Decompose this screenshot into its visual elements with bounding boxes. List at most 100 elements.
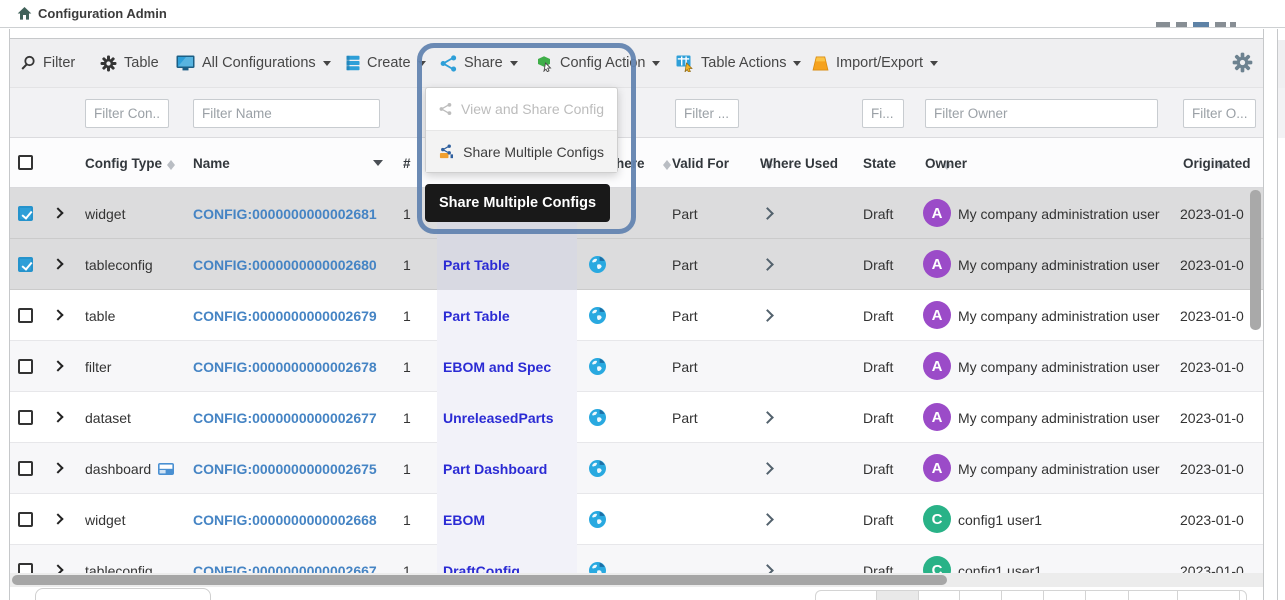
header-clipped-column[interactable]: here (616, 138, 645, 188)
expand-chevron-icon[interactable] (52, 258, 63, 269)
owner-cell: config1 user1 (958, 545, 1042, 573)
toolbar-button-label: Import/Export (836, 55, 923, 71)
config-type-cell: widget (85, 494, 125, 545)
menu-item-share-multiple-configs[interactable]: Share Multiple Configs (426, 130, 617, 172)
filter-button[interactable]: Filter (20, 39, 75, 87)
config-action-button[interactable]: Config Action (536, 39, 660, 87)
where-used-chevron-icon[interactable] (761, 462, 774, 475)
expand-chevron-icon[interactable] (52, 411, 63, 422)
filter-valid-for-input[interactable] (675, 99, 739, 128)
config-name-link[interactable]: EBOM (443, 512, 485, 528)
row-checkbox[interactable] (18, 563, 33, 573)
table-row[interactable]: tableconfig CONFIG:0000000000002680 1 Pa… (10, 239, 1263, 290)
expand-chevron-icon[interactable] (52, 207, 63, 218)
table-row[interactable]: dashboard CONFIG:0000000000002675 1 Part… (10, 443, 1263, 494)
owner-cell: My company administration user (958, 188, 1160, 239)
all-configurations-button[interactable]: All Configurations (176, 39, 331, 87)
clipped-icon-fragment (1176, 22, 1187, 27)
filter-owner-input[interactable] (925, 99, 1158, 128)
config-id-link[interactable]: CONFIG:0000000000002675 (193, 461, 377, 477)
where-used-chevron-icon[interactable] (761, 258, 774, 271)
table-row[interactable]: dataset CONFIG:0000000000002677 1 Unrele… (10, 392, 1263, 443)
where-used-chevron-icon[interactable] (761, 309, 774, 322)
config-id-link[interactable]: CONFIG:0000000000002681 (193, 206, 377, 222)
panel-right-border (1263, 29, 1264, 600)
originated-cell: 2023-01-0 (1180, 290, 1258, 341)
config-id-link[interactable]: CONFIG:0000000000002679 (193, 308, 377, 324)
table-row[interactable]: table CONFIG:0000000000002679 1 Part Tab… (10, 290, 1263, 341)
row-checkbox[interactable] (18, 308, 33, 323)
header-name[interactable]: Name (193, 138, 230, 188)
globe-icon (589, 460, 606, 477)
config-id-link[interactable]: CONFIG:0000000000002667 (193, 563, 377, 574)
header-where-used[interactable]: Where Used (760, 138, 838, 188)
header-state[interactable]: State (863, 138, 896, 188)
config-name-link[interactable]: Part Dashboard (443, 461, 547, 477)
header-owner[interactable]: Owner (925, 138, 967, 188)
config-id-link[interactable]: CONFIG:0000000000002680 (193, 257, 377, 273)
config-id-link[interactable]: CONFIG:0000000000002677 (193, 410, 377, 426)
config-name-link[interactable]: Part Table (443, 308, 510, 324)
row-checkbox[interactable] (18, 410, 33, 425)
home-icon[interactable] (17, 6, 32, 21)
footer-left-button[interactable] (35, 588, 211, 600)
sort-icon[interactable] (167, 156, 176, 171)
row-checkbox[interactable] (18, 512, 33, 527)
expand-chevron-icon[interactable] (52, 564, 63, 573)
row-checkbox[interactable] (18, 359, 33, 374)
config-type-cell: widget (85, 188, 125, 239)
where-used-chevron-icon[interactable] (761, 411, 774, 424)
horizontal-scrollbar[interactable] (10, 573, 1263, 587)
create-button[interactable]: Create (346, 39, 426, 87)
row-checkbox[interactable] (18, 206, 33, 221)
originated-cell: 2023-01-0 (1180, 494, 1258, 545)
expand-chevron-icon[interactable] (52, 360, 63, 371)
valid-for-cell: Part (672, 188, 698, 239)
config-name-link[interactable]: UnreleasedParts (443, 410, 554, 426)
owner-cell: My company administration user (958, 341, 1160, 392)
pagination-active-cell[interactable] (876, 591, 918, 600)
row-checkbox[interactable] (18, 257, 33, 272)
where-used-chevron-icon[interactable] (761, 207, 774, 220)
expand-chevron-icon[interactable] (52, 513, 63, 524)
config-id-link[interactable]: CONFIG:0000000000002678 (193, 359, 377, 375)
filter-originated-input[interactable] (1183, 99, 1256, 128)
share-button[interactable]: Share (440, 39, 518, 87)
table-row[interactable]: widget CONFIG:0000000000002668 1 EBOM Dr… (10, 494, 1263, 545)
table-actions-button[interactable]: Table Actions (676, 39, 801, 87)
valid-for-cell: Part (672, 341, 698, 392)
filter-name-input[interactable] (193, 99, 380, 128)
expand-chevron-icon[interactable] (52, 309, 63, 320)
config-name-link[interactable]: Part Table (443, 257, 510, 273)
table-row[interactable]: widget CONFIG:0000000000002681 1 Part Dr… (10, 188, 1263, 239)
share-dropdown-menu: View and Share Config Share Multiple Con… (425, 87, 618, 173)
header-originated[interactable]: Originated (1183, 138, 1251, 188)
config-id-link[interactable]: CONFIG:0000000000002668 (193, 512, 377, 528)
originated-cell: 2023-01-0 (1180, 188, 1258, 239)
config-name-link[interactable]: DraftConfig (443, 563, 520, 574)
filter-config-type-input[interactable] (85, 99, 169, 128)
filter-state-input[interactable] (862, 99, 904, 128)
header-valid-for[interactable]: Valid For (672, 138, 729, 188)
header-count[interactable]: # (403, 138, 411, 188)
horizontal-scrollbar-thumb[interactable] (12, 575, 947, 585)
row-checkbox[interactable] (18, 461, 33, 476)
import-export-button[interactable]: Import/Export (812, 39, 938, 87)
table-row[interactable]: filter CONFIG:0000000000002678 1 EBOM an… (10, 341, 1263, 392)
vertical-scrollbar-thumb[interactable] (1250, 190, 1261, 330)
table-header-row: Config Type Name # here Valid For Where … (10, 138, 1263, 188)
pagination-bar[interactable] (815, 590, 1247, 600)
table-button[interactable]: Table (100, 39, 159, 87)
toolbar-button-label: Config Action (560, 55, 645, 71)
where-used-chevron-icon[interactable] (761, 513, 774, 526)
menu-item-view-and-share-config[interactable]: View and Share Config (426, 88, 617, 130)
select-all-checkbox[interactable] (18, 155, 33, 170)
expand-chevron-icon[interactable] (52, 462, 63, 473)
owner-cell: My company administration user (958, 290, 1160, 341)
table-row[interactable]: tableconfig CONFIG:0000000000002667 1 Dr… (10, 545, 1263, 573)
header-config-type[interactable]: Config Type (85, 138, 162, 188)
settings-gear-icon[interactable] (1232, 52, 1253, 73)
where-used-chevron-icon[interactable] (761, 564, 774, 573)
valid-for-cell: Part (672, 392, 698, 443)
config-name-link[interactable]: EBOM and Spec (443, 359, 551, 375)
